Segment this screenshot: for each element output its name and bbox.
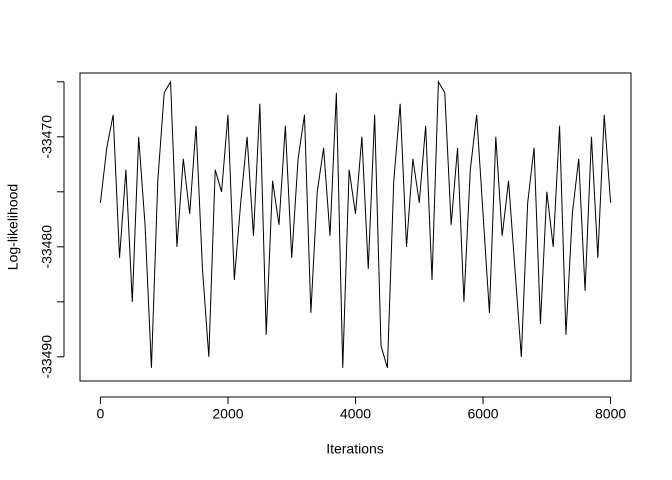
y-axis-label: Log-likelihood xyxy=(5,184,21,270)
y-tick-label: -33480 xyxy=(39,225,55,269)
trace-line xyxy=(99,80,612,368)
x-tick-label: 4000 xyxy=(340,406,371,422)
x-tick-label: 8000 xyxy=(595,406,626,422)
x-tick-label: 0 xyxy=(97,406,105,422)
y-tick-label: -33490 xyxy=(39,335,55,379)
x-tick-label: 6000 xyxy=(467,406,498,422)
y-tick-label: -33470 xyxy=(39,115,55,159)
x-axis-label: Iterations xyxy=(326,441,384,457)
x-tick-label: 2000 xyxy=(212,406,243,422)
plot-frame xyxy=(79,72,632,382)
